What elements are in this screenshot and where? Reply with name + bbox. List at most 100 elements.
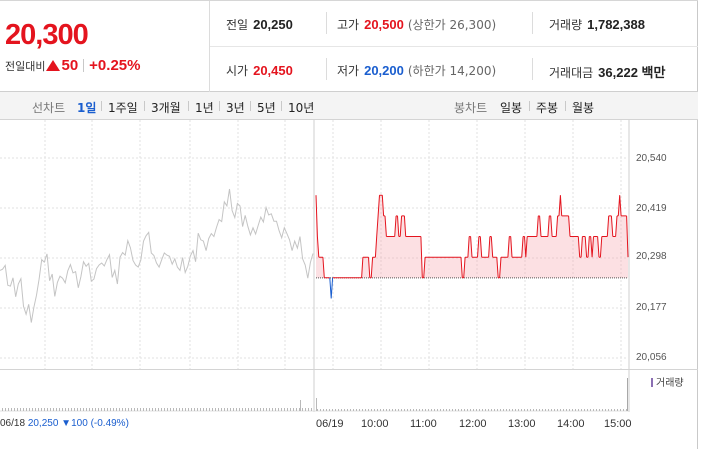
divider — [532, 58, 533, 80]
volume-bar — [584, 409, 585, 411]
period-3m[interactable]: 3개월 — [151, 101, 181, 115]
lower-limit: (하한가 14,200) — [407, 64, 497, 78]
volume-bar — [8, 408, 9, 411]
volume-bar — [35, 408, 36, 411]
volume-bar — [203, 408, 204, 411]
volume-bar — [23, 408, 24, 411]
period-10y[interactable]: 10년 — [288, 101, 315, 115]
down-triangle-icon: ▼ — [58, 418, 72, 429]
volume-bar — [527, 409, 528, 411]
volume-bar — [284, 408, 285, 411]
low-stat: 저가 20,200 (하한가 14,200) — [337, 62, 496, 79]
volume-bar — [65, 408, 66, 411]
volume-bar — [578, 409, 579, 411]
volume-bar — [197, 408, 198, 411]
candle-daily[interactable]: 일봉 — [500, 101, 523, 115]
volume-bar — [56, 408, 57, 411]
volume-bar — [359, 409, 360, 411]
current-price-box: 20,300 전일대비 50 +0.25% — [0, 1, 210, 92]
period-5y[interactable]: 5년 — [257, 101, 276, 115]
volume-bar — [236, 408, 237, 411]
price-chart[interactable]: 20,540 20,419 20,298 20,177 20,056 — [0, 120, 698, 370]
volume-bar — [305, 408, 306, 411]
volume-bar — [566, 409, 567, 411]
volume-bar — [221, 408, 222, 411]
volume-bar — [473, 409, 474, 411]
volume-bar — [488, 409, 489, 411]
volume-bar — [449, 409, 450, 411]
amount-stat: 거래대금 36,222 백만 — [549, 62, 665, 81]
volume-bar — [551, 409, 552, 411]
period-1w[interactable]: 1주일 — [108, 101, 138, 115]
prev-day-line — [0, 188, 314, 323]
volume-bar — [287, 408, 288, 411]
volume-bar — [542, 409, 543, 411]
divider — [565, 101, 566, 111]
volume-bar — [464, 409, 465, 411]
volume-bar — [41, 408, 42, 411]
volume-bar — [44, 408, 45, 411]
volume-bar — [104, 408, 105, 411]
volume-bar — [452, 409, 453, 411]
volume-bar — [2, 408, 3, 411]
volume-bar — [302, 408, 303, 411]
volume-bar — [320, 409, 321, 411]
volume-bar — [260, 408, 261, 411]
candle-weekly[interactable]: 주봉 — [536, 101, 559, 115]
volume-bar — [431, 409, 432, 411]
change-row: 전일대비 50 +0.25% — [5, 57, 140, 74]
divider — [326, 12, 327, 34]
volume-bar — [627, 378, 628, 411]
volume-bar — [323, 409, 324, 411]
high-stat: 고가 20,500 (상한가 26,300) — [337, 16, 496, 33]
volume-bar — [416, 409, 417, 411]
volume-bar — [110, 408, 111, 411]
volume-bar — [425, 409, 426, 411]
volume-bar — [317, 409, 318, 411]
high-label: 고가 — [337, 18, 360, 32]
volume-bar — [316, 398, 317, 411]
prev-day-date: 06/18 — [0, 418, 26, 429]
period-1y[interactable]: 1년 — [195, 101, 214, 115]
volume-bar — [164, 408, 165, 411]
volume-bar — [347, 409, 348, 411]
volume-bar — [200, 408, 201, 411]
volume-bar — [98, 408, 99, 411]
volume-bar — [50, 408, 51, 411]
volume-bar — [617, 409, 618, 411]
volume-bar — [371, 409, 372, 411]
volume-bar — [386, 409, 387, 411]
volume-bar — [398, 409, 399, 411]
volume-bar — [77, 408, 78, 411]
volume-bar — [233, 408, 234, 411]
volume-chart[interactable] — [0, 369, 698, 412]
volume-bar — [176, 408, 177, 411]
volume-bar — [74, 408, 75, 411]
period-3y[interactable]: 3년 — [226, 101, 245, 115]
volume-bar — [248, 408, 249, 411]
change-value: 50 — [61, 57, 79, 74]
volume-bar — [506, 409, 507, 411]
y-tick-label: 20,056 — [636, 352, 667, 363]
volume-bar — [251, 408, 252, 411]
volume-bar — [467, 409, 468, 411]
volume-bar — [461, 409, 462, 411]
period-1d[interactable]: 1일 — [77, 101, 97, 115]
stats-row-1: 전일 20,250 고가 20,500 (상한가 26,300) 거래량 1,782,3… — [210, 1, 698, 47]
volume-bar — [332, 409, 333, 411]
prev-day-pct: (-0.49%) — [90, 418, 129, 429]
volume-bar — [293, 408, 294, 411]
volume-bar — [59, 408, 60, 411]
volume-bar — [572, 409, 573, 411]
stats-row-2: 시가 20,450 저가 20,200 (하한가 14,200) 거래대금 36,222… — [210, 47, 698, 92]
volume-bar — [266, 408, 267, 411]
volume-bar — [95, 408, 96, 411]
change-label: 전일대비 — [5, 60, 46, 73]
x-tick-label: 15:00 — [604, 418, 632, 430]
volume-bar — [152, 408, 153, 411]
volume-bar — [500, 409, 501, 411]
volume-bar — [407, 409, 408, 411]
line-chart-label: 선차트 — [32, 101, 66, 115]
candle-monthly[interactable]: 월봉 — [572, 101, 595, 115]
